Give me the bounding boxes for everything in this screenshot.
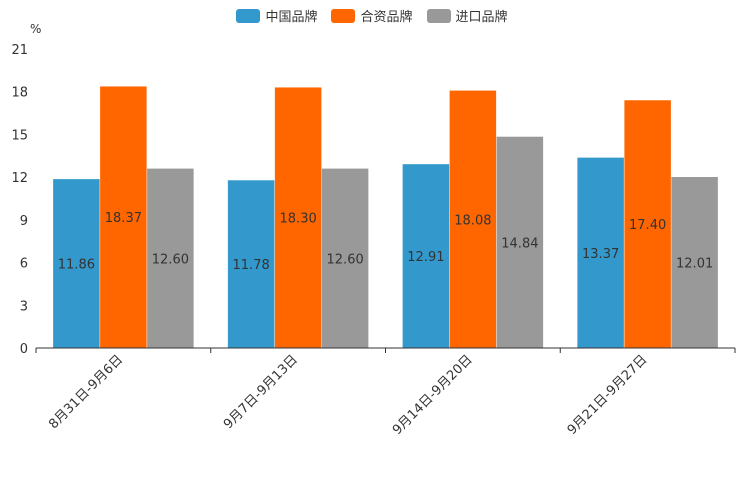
x-tick-label: 9月14日-9月20日	[390, 352, 476, 438]
bar	[147, 168, 194, 348]
legend-swatch-joint-venture	[331, 8, 356, 23]
bar	[402, 164, 450, 348]
x-tick-label: 9月21日-9月27日	[565, 352, 651, 438]
bar	[671, 177, 718, 348]
legend-label-joint-venture: 合资品牌	[360, 10, 413, 25]
legend-label-imported: 进口品牌	[455, 10, 508, 25]
y-tick-label: 18	[11, 86, 28, 101]
bar	[321, 168, 369, 348]
bar	[100, 86, 147, 348]
bar-value-label: 18.37	[105, 211, 142, 226]
y-tick-label: 3	[20, 299, 28, 314]
bar	[53, 179, 100, 348]
legend-swatch-imported	[426, 8, 451, 23]
y-tick-label: 9	[20, 214, 28, 229]
bar-value-label: 12.01	[676, 257, 713, 272]
bar	[577, 157, 624, 348]
bar-value-label: 12.60	[152, 252, 189, 267]
bar-value-label: 12.60	[327, 252, 364, 267]
y-axis-unit: %	[30, 22, 42, 36]
x-tick-label: 9月7日-9月13日	[221, 352, 301, 432]
bar-value-label: 11.86	[58, 258, 95, 273]
y-tick-label: 6	[20, 257, 28, 272]
y-tick-label: 15	[11, 128, 28, 143]
y-tick-label: 12	[11, 171, 28, 186]
bar-value-label: 14.84	[501, 236, 538, 251]
bar-value-label: 12.91	[407, 250, 444, 265]
bar-value-label: 18.08	[454, 213, 491, 228]
y-tick-label: 0	[20, 342, 28, 357]
legend-item-joint-venture[interactable]: 合资品牌	[331, 6, 413, 25]
bar	[227, 180, 275, 348]
bar	[449, 90, 497, 348]
legend: 中国品牌 合资品牌 进口品牌	[0, 6, 744, 25]
legend-item-imported[interactable]: 进口品牌	[426, 6, 508, 25]
legend-label-domestic: 中国品牌	[265, 10, 318, 25]
bar-value-label: 11.78	[233, 258, 270, 273]
x-tick-label: 8月31日-9月6日	[46, 352, 126, 432]
bar-value-label: 13.37	[582, 247, 619, 262]
bar-value-label: 18.30	[280, 212, 317, 227]
y-tick-label: 21	[11, 43, 28, 58]
bar	[496, 136, 544, 348]
bar	[274, 87, 322, 348]
legend-swatch-domestic	[236, 8, 261, 23]
bar-value-label: 17.40	[629, 218, 666, 233]
bar	[624, 100, 671, 348]
legend-item-domestic[interactable]: 中国品牌	[236, 6, 317, 25]
